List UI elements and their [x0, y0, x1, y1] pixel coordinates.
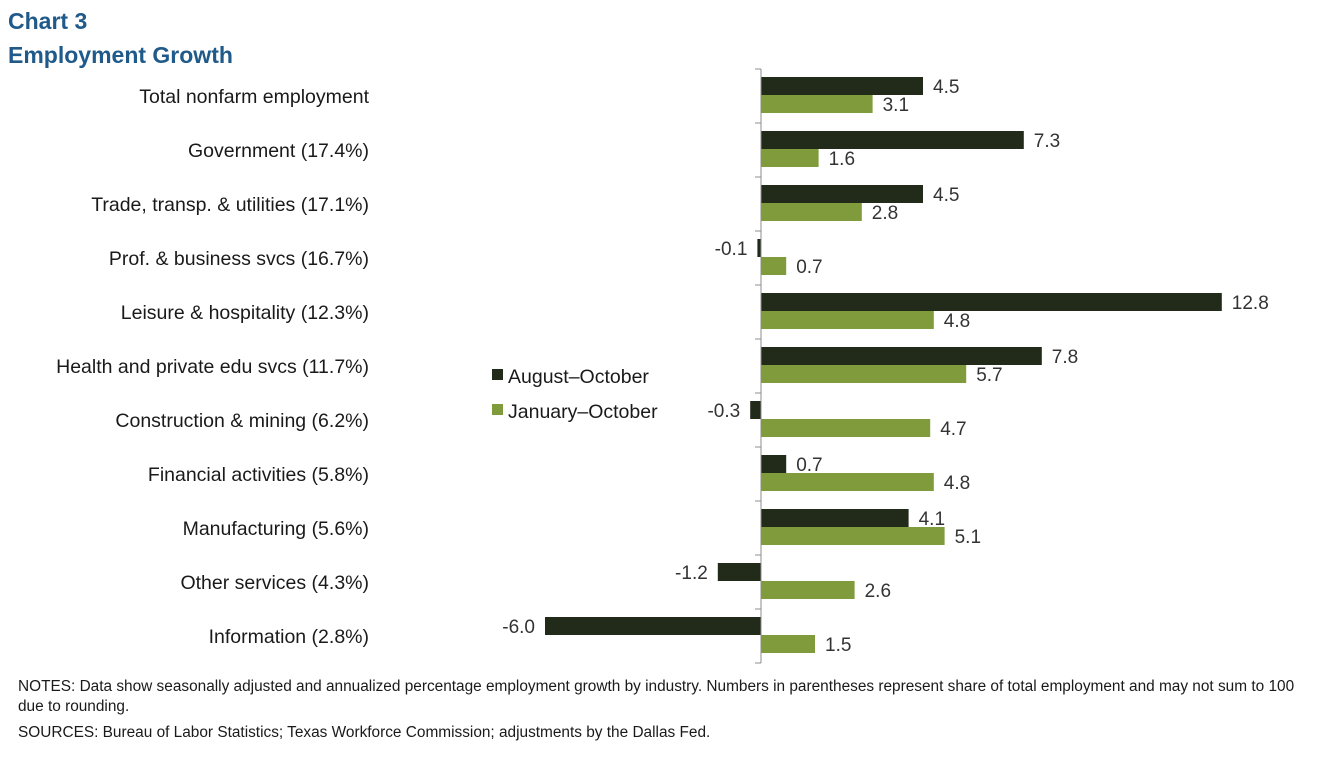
data-label: 5.7 — [976, 365, 1002, 386]
data-label: 4.7 — [940, 419, 966, 440]
data-label: 3.1 — [883, 95, 909, 116]
value-axis — [755, 68, 762, 664]
category-label: Construction & mining (6.2%) — [115, 410, 369, 432]
data-label: 4.8 — [944, 473, 970, 494]
bar — [761, 77, 923, 95]
data-label: -1.2 — [675, 563, 708, 584]
category-label: Information (2.8%) — [209, 626, 369, 648]
bar — [761, 509, 909, 527]
data-label: 12.8 — [1232, 293, 1269, 314]
category-label: Health and private edu svcs (11.7%) — [56, 356, 369, 378]
bar — [761, 185, 923, 203]
bar — [750, 401, 761, 419]
bar — [761, 473, 934, 491]
category-label: Government (17.4%) — [188, 140, 369, 162]
bar — [761, 347, 1042, 365]
bar — [717, 563, 761, 581]
category-labels: Total nonfarm employment Government (17.4… — [56, 86, 369, 648]
bar — [761, 581, 855, 599]
legend-swatch — [492, 369, 503, 380]
data-label: -0.1 — [715, 239, 748, 260]
category-label: Leisure & hospitality (12.3%) — [121, 302, 369, 324]
bar — [761, 527, 945, 545]
data-label: 4.8 — [944, 311, 970, 332]
bar-chart: Total nonfarm employment Government (17.4… — [56, 68, 1269, 664]
bar — [757, 239, 761, 257]
data-label: 0.7 — [796, 455, 822, 476]
data-label: -6.0 — [502, 617, 535, 638]
data-label: 5.1 — [955, 527, 981, 548]
legend-swatch — [492, 404, 503, 415]
bar — [761, 455, 787, 473]
data-label: 7.8 — [1052, 347, 1078, 368]
data-label: 0.7 — [796, 257, 822, 278]
bar — [761, 257, 787, 275]
notes-text: NOTES: Data show seasonally adjusted and… — [18, 678, 1295, 715]
bar — [761, 365, 967, 383]
bar — [761, 95, 873, 113]
legend-label: January–October — [508, 401, 658, 423]
category-label: Prof. & business svcs (16.7%) — [109, 248, 369, 270]
data-label: 1.5 — [825, 635, 851, 656]
category-label: Financial activities (5.8%) — [148, 464, 369, 486]
legend-label: August–October — [508, 366, 649, 388]
bars — [545, 77, 1222, 653]
chart-title: Employment Growth — [8, 42, 233, 68]
bar — [545, 617, 761, 635]
bar — [761, 149, 819, 167]
data-label: 4.5 — [933, 77, 959, 98]
data-label: 7.3 — [1034, 131, 1060, 152]
data-label: 2.6 — [865, 581, 891, 602]
bar — [761, 311, 934, 329]
category-label: Manufacturing (5.6%) — [183, 518, 369, 540]
chart-title-block: Chart 3 Employment Growth — [8, 4, 233, 72]
bar — [761, 203, 862, 221]
data-label: 4.5 — [933, 185, 959, 206]
value-labels: 4.5 7.3 4.5 -0.1 12.8 7.8 -0.3 0.7 4.1 -1.2 -6.0 3.… — [502, 77, 1269, 656]
chart-number-label: Chart 3 — [8, 8, 88, 34]
category-label: Other services (4.3%) — [180, 572, 369, 594]
legend: August–October January–October — [492, 366, 658, 423]
notes-block: NOTES: Data show seasonally adjusted and… — [18, 677, 1323, 743]
bar — [761, 131, 1024, 149]
bar — [761, 635, 815, 653]
data-label: 2.8 — [872, 203, 898, 224]
data-label: 1.6 — [829, 149, 855, 170]
bar — [761, 419, 931, 437]
sources-text: SOURCES: Bureau of Labor Statistics; Tex… — [18, 724, 711, 741]
data-label: -0.3 — [707, 401, 740, 422]
category-label: Trade, transp. & utilities (17.1%) — [91, 194, 369, 216]
data-label: 4.1 — [919, 509, 945, 530]
category-label: Total nonfarm employment — [139, 86, 369, 108]
bar — [761, 293, 1222, 311]
